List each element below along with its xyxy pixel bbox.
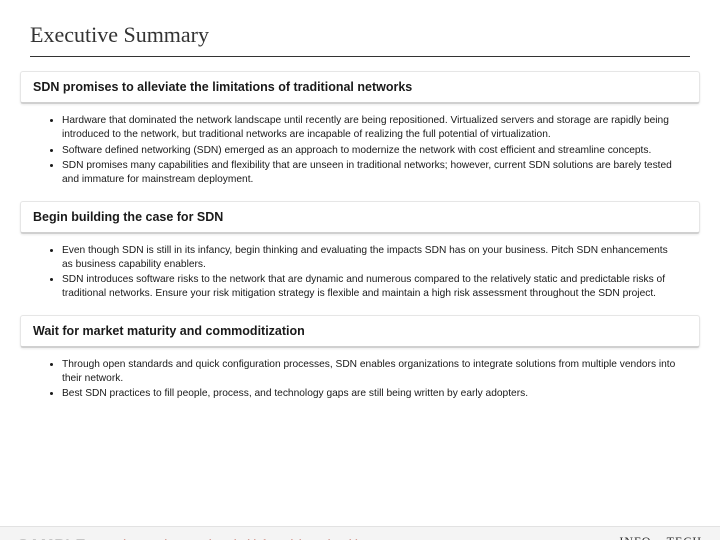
bullet-list: Through open standards and quick configu… — [62, 358, 700, 401]
footer-bar: SAMPLE Get the complete storyboard with … — [0, 526, 720, 540]
section-heading: Begin building the case for SDN — [20, 201, 700, 234]
brand-name: INFO ~ TECH — [571, 534, 702, 540]
page-title: Executive Summary — [30, 22, 720, 48]
section-3: Wait for market maturity and commoditiza… — [20, 315, 700, 401]
list-item: SDN promises many capabilities and flexi… — [62, 159, 700, 187]
list-item: Best SDN practices to fill people, proce… — [62, 387, 700, 401]
sample-watermark: SAMPLE — [18, 536, 87, 540]
bullet-list: Hardware that dominated the network land… — [62, 114, 700, 187]
section-heading: Wait for market maturity and commoditiza… — [20, 315, 700, 348]
section-2: Begin building the case for SDN Even tho… — [20, 201, 700, 301]
section-heading: SDN promises to alleviate the limitation… — [20, 71, 700, 104]
list-item: SDN introduces software risks to the net… — [62, 273, 700, 301]
section-1: SDN promises to alleviate the limitation… — [20, 71, 700, 187]
list-item: Through open standards and quick configu… — [62, 358, 700, 386]
title-divider — [30, 56, 690, 57]
list-item: Even though SDN is still in its infancy,… — [62, 244, 700, 272]
brand-logo: INFO ~ TECH R E S E A R C H G R O U P — [571, 534, 702, 540]
bullet-list: Even though SDN is still in its infancy,… — [62, 244, 700, 301]
list-item: Hardware that dominated the network land… — [62, 114, 700, 142]
list-item: Software defined networking (SDN) emerge… — [62, 144, 700, 158]
slide: { "title": "Executive Summary", "section… — [0, 22, 720, 540]
